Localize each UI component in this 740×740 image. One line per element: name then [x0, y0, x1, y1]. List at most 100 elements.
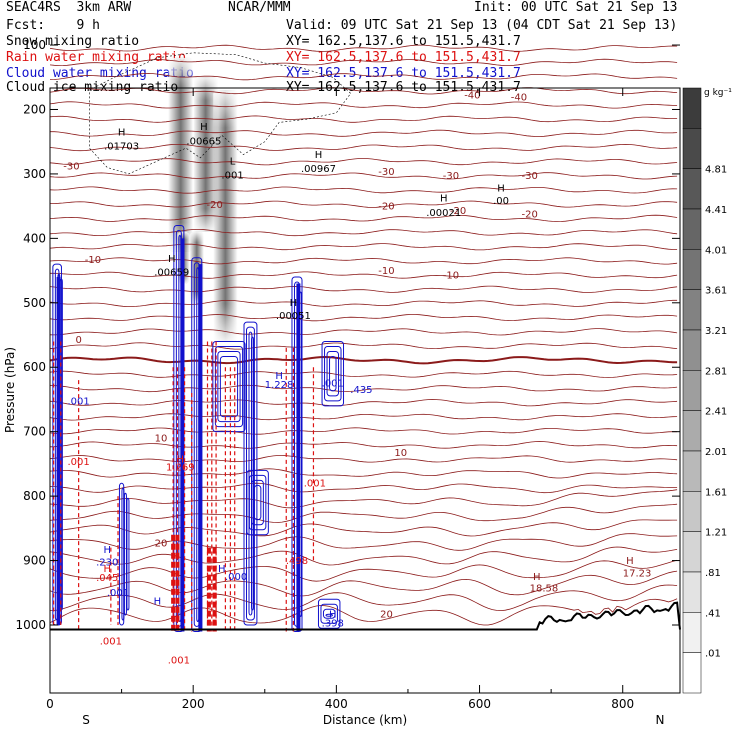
- y-tick-label: 300: [23, 167, 46, 181]
- colorbar-swatch: [682, 370, 702, 411]
- colorbar-level-label: .41: [705, 608, 721, 619]
- temperature-isoline: [49, 584, 678, 612]
- contour-label: L: [230, 156, 236, 167]
- zero-degree-isotherm: [49, 355, 678, 365]
- colorbar-swatch: [682, 491, 702, 532]
- x-axis-label: Distance (km): [323, 713, 407, 727]
- cloud-water-contour: [320, 603, 338, 624]
- contour-label: .001: [322, 379, 344, 390]
- colorbar-swatch: [682, 168, 702, 210]
- temperature-isoline: [49, 158, 678, 166]
- contour-label: -30: [443, 171, 459, 182]
- y-tick-label: 400: [23, 231, 46, 245]
- colorbar-level-label: 2.81: [705, 366, 727, 377]
- contour-label: 20: [155, 538, 168, 549]
- temperature-isoline: [49, 328, 678, 336]
- cloud-water-contour: [214, 345, 244, 428]
- legend-cloudwater-xy: XY= 162.5,137.6 to 151.5,431.7: [286, 66, 521, 81]
- temperature-isoline: [49, 533, 678, 551]
- colorbar-swatch: [682, 531, 702, 573]
- x-tick-label: 0: [46, 697, 54, 711]
- cloud-water-contour: [253, 484, 262, 521]
- temperature-isoline: [49, 468, 678, 479]
- contour-label: .001: [68, 397, 90, 408]
- y-tick-label: 1000: [15, 618, 46, 632]
- temperature-isoline: [49, 455, 678, 463]
- x-end-label-left: S: [82, 713, 90, 727]
- y-tick-label: 600: [23, 360, 46, 374]
- contour-label: -30: [521, 171, 537, 182]
- contour-label: .001: [221, 170, 243, 181]
- contour-label: .00051: [276, 311, 311, 322]
- temperature-isoline: [49, 314, 678, 322]
- contour-label: -20: [450, 206, 466, 217]
- x-end-label-right: N: [656, 713, 665, 727]
- cloud-water-contour: [246, 326, 255, 621]
- temperature-isoline: [49, 87, 678, 95]
- contour-label: .01703: [104, 141, 139, 152]
- temperature-isoline: [50, 384, 678, 393]
- cloud-water-contour: [325, 613, 333, 617]
- colorbar-swatch: [682, 571, 702, 613]
- temperature-isoline: [49, 58, 678, 67]
- contour-label: .001: [168, 656, 190, 667]
- contour-label: .000: [225, 572, 247, 583]
- temperature-isoline: [49, 598, 678, 626]
- contour-label: -20: [206, 200, 222, 211]
- snow-plume-fade: [168, 57, 194, 252]
- cloud-water-contours: [52, 224, 345, 632]
- x-tick-label: 800: [611, 697, 634, 711]
- contour-label: .00665: [186, 136, 221, 147]
- contour-label: .001: [107, 588, 129, 599]
- y-tick-label: 900: [23, 554, 46, 568]
- temperature-contours: [49, 44, 678, 626]
- contour-label: H: [275, 371, 283, 382]
- temperature-isoline: [49, 243, 678, 251]
- init-time: Init: 00 UTC Sat 21 Sep 13: [474, 0, 678, 15]
- contour-label: .398: [322, 618, 344, 629]
- y-tick-label: 700: [23, 425, 46, 439]
- temperature-isoline: [49, 186, 678, 194]
- contour-label: .001: [304, 478, 326, 489]
- contour-label: .001: [68, 457, 90, 468]
- contour-label: H: [104, 564, 112, 575]
- snow-plume-fade: [193, 77, 219, 232]
- temperature-isoline: [50, 271, 678, 279]
- temperature-isoline: [49, 72, 678, 81]
- contour-label: -40: [464, 91, 480, 102]
- temperature-isoline: [49, 342, 678, 350]
- cloud-water-contour: [322, 608, 336, 619]
- plot-frame: [49, 87, 681, 694]
- contour-label: H: [497, 183, 505, 194]
- contour-label: 10: [155, 433, 168, 444]
- contour-labels: -40 -40 -30 -30 -30 -30 -20 -20 -20 -20 -10 -10 -10 0…: [63, 91, 651, 667]
- temperature-isoline: [49, 101, 678, 109]
- contour-label: -10: [85, 255, 101, 266]
- cloud-ice-contours: [89, 52, 352, 175]
- colorbar-swatch: [682, 128, 702, 169]
- temperature-isoline: [49, 427, 678, 435]
- temperature-isoline: [49, 570, 678, 597]
- temperature-isoline: [49, 519, 678, 537]
- colorbar-level-label: 2.41: [705, 407, 727, 418]
- snow-plume-fade: [213, 90, 238, 342]
- contour-label: H: [533, 572, 541, 583]
- temperature-isoline: [49, 546, 678, 566]
- contour-label: .230: [96, 558, 118, 569]
- y-tick-label: 500: [23, 296, 46, 310]
- contour-label: 1.228: [265, 380, 294, 391]
- temperature-isoline: [49, 482, 678, 494]
- temperature-isoline: [49, 172, 678, 180]
- colorbar-swatch: [682, 329, 702, 371]
- forecast-hour: Fcst: 9 h: [6, 18, 100, 33]
- cloud-water-contour: [126, 497, 130, 611]
- y-tick-label: 100: [23, 38, 46, 52]
- colorbar-level-label: 1.21: [705, 528, 727, 539]
- contour-label: H: [177, 455, 185, 466]
- contour-label: H: [200, 122, 208, 133]
- cloud-ice-outline: [89, 52, 352, 175]
- temperature-isoline: [49, 489, 678, 509]
- colorbar-swatch: [682, 410, 702, 452]
- contour-label: 0: [75, 335, 81, 346]
